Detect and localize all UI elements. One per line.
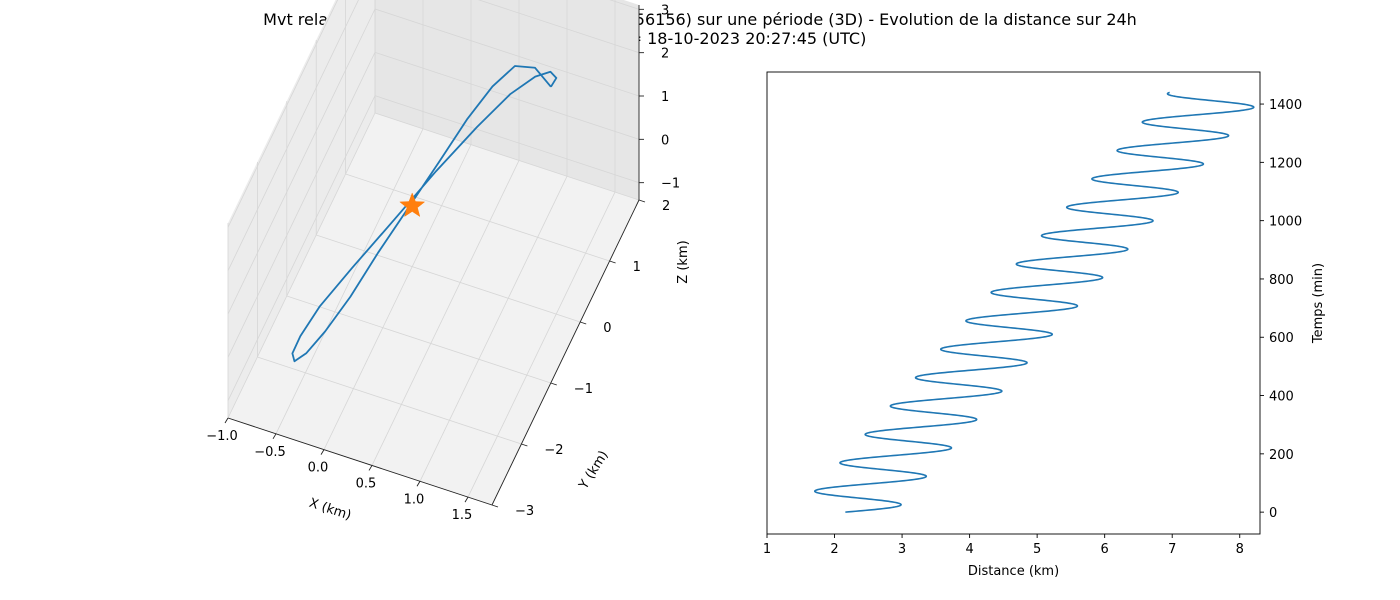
grid-line	[374, 112, 640, 201]
grid-line	[323, 144, 472, 450]
z-tick-label: 2	[661, 47, 669, 62]
x-axis-label: Distance (km)	[968, 564, 1059, 579]
y-axis-line	[491, 199, 640, 506]
y-tick-mark	[638, 199, 646, 203]
y-tick-label: 0	[1269, 506, 1277, 521]
y-tick-label: 0	[603, 321, 611, 336]
x-tick-mark	[368, 465, 373, 471]
grid-line	[371, 160, 520, 466]
grid-line	[227, 112, 376, 419]
grid-line	[227, 95, 376, 401]
x-tick-label: 2	[830, 542, 838, 557]
grid-line	[374, 95, 640, 184]
left-pane	[228, 0, 375, 418]
y-axis-label: Y (km)	[576, 448, 612, 493]
trajectory-line	[291, 65, 558, 363]
x-tick-label: 0.5	[356, 476, 377, 491]
x-tick-label: 4	[965, 542, 973, 557]
z-tick-label: 0	[661, 133, 669, 148]
y-tick-label: 400	[1269, 390, 1294, 405]
distance-line	[813, 91, 1255, 513]
grid-line	[227, 0, 339, 228]
grid-line	[419, 176, 568, 482]
grid-line	[227, 8, 376, 315]
x-tick-label: 5	[1033, 542, 1041, 557]
x-tick-label: 1	[763, 542, 771, 557]
x-axis-line	[227, 417, 493, 506]
z-tick-label: −1	[661, 177, 680, 192]
y-tick-label: 600	[1269, 331, 1294, 346]
x-tick-label: 0.0	[308, 461, 329, 476]
back-pane	[375, 0, 639, 200]
y-tick-label: 2	[662, 199, 670, 214]
y-tick-label: 800	[1269, 273, 1294, 288]
z-tick-label: 1	[661, 90, 669, 105]
grid-line	[227, 0, 359, 271]
x-tick-label: 1.0	[404, 492, 425, 507]
y-tick-mark	[580, 321, 587, 325]
x-tick-mark	[272, 433, 277, 440]
y-tick-label: 1000	[1269, 215, 1302, 230]
y-axis-label: Temps (min)	[1311, 263, 1326, 344]
y-tick-label: 200	[1269, 448, 1294, 463]
y-tick-label: −2	[544, 443, 563, 458]
y-tick-label: 1200	[1269, 156, 1302, 171]
x-axis-label: X (km)	[307, 496, 353, 524]
x-tick-label: 8	[1236, 542, 1244, 557]
grid-line	[477, 0, 640, 54]
x-tick-mark	[416, 481, 421, 487]
grid-line	[227, 52, 376, 358]
x-tick-label: 3	[898, 542, 906, 557]
plot-frame	[766, 71, 1261, 535]
x-tick-label: 6	[1101, 542, 1109, 557]
x-tick-mark	[320, 449, 325, 455]
x-tick-label: 7	[1168, 542, 1176, 557]
grid-line	[286, 295, 551, 384]
z-axis-label: Z (km)	[676, 240, 691, 283]
y-tick-label: −3	[515, 504, 534, 519]
y-tick-mark	[491, 504, 499, 508]
distance-over-time-plot: 1 2 3 4 5 6 7 8 0 200 400 600 800 1000 1200 1400 Distanc…	[763, 71, 1326, 579]
x-tick-label: −0.5	[254, 445, 286, 460]
y-tick-label: 1400	[1269, 98, 1302, 113]
z-tick-label: 3	[661, 3, 669, 18]
grid-line	[316, 234, 581, 323]
grid-line	[275, 128, 424, 434]
y-tick-mark	[609, 260, 616, 264]
relative-motion-3d-plot: −1.0 −0.5 0.0 0.5 1.0 1.5 −3 −2 −1 0 1 2 −1 0 1 2 3 X (km…	[206, 0, 691, 524]
grid-line	[467, 191, 616, 498]
floor-pane	[228, 113, 639, 505]
y-tick-label: −1	[574, 382, 593, 397]
grid-line	[345, 173, 610, 262]
star-marker	[399, 192, 426, 218]
grid-line	[374, 51, 640, 140]
x-tick-label: −1.0	[206, 429, 238, 444]
y-tick-label: 1	[633, 260, 641, 275]
x-tick-mark	[464, 496, 469, 503]
x-tick-label: 1.5	[452, 508, 473, 523]
y-tick-mark	[521, 443, 528, 447]
grid-line	[374, 8, 640, 97]
x-tick-mark	[224, 417, 229, 424]
grid-line	[257, 356, 522, 445]
y-tick-mark	[550, 382, 557, 386]
